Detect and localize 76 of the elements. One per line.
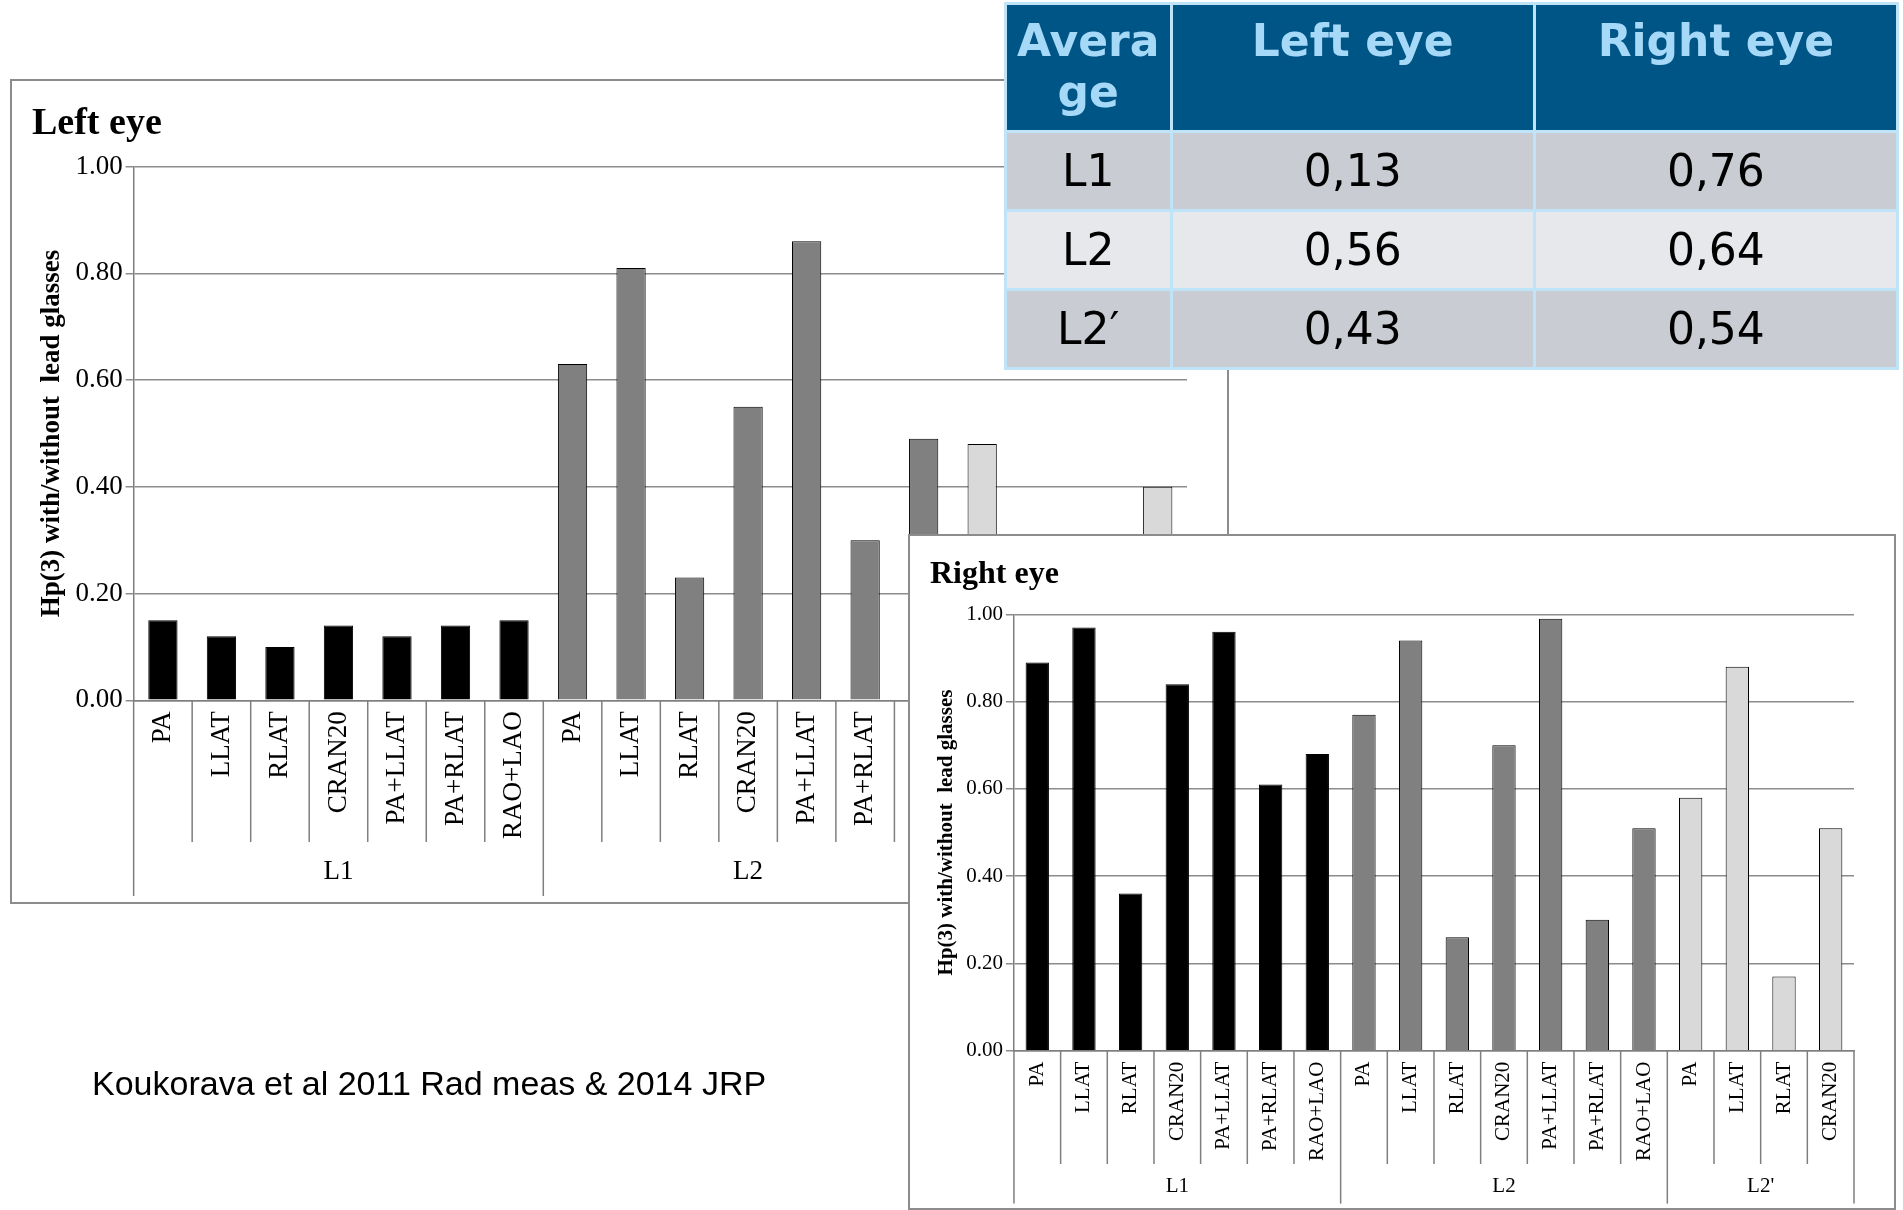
text: L2 — [1492, 1172, 1516, 1197]
data-label: 0,56 — [1171, 210, 1535, 290]
bar — [148, 620, 178, 700]
y-tick-label: 0.80 — [75, 256, 123, 287]
y-tick-label: 0.60 — [966, 775, 1003, 800]
y-tick-label: 1.00 — [75, 149, 123, 180]
data-label: 0,13 — [1171, 131, 1535, 211]
text: L1 — [1165, 1172, 1189, 1197]
x-tick-label: PA — [146, 710, 176, 744]
y-tick-label: L2 — [1005, 210, 1172, 290]
x-tick-label: CRAN20 — [321, 711, 352, 814]
x-tick-label: CRAN20 — [731, 711, 762, 814]
bar — [323, 625, 354, 700]
bar — [499, 620, 529, 700]
y-tick-label: 0.00 — [75, 683, 123, 714]
bar — [1212, 631, 1236, 1050]
bar — [1165, 684, 1189, 1050]
x-tick-label: LLAT — [614, 710, 645, 778]
x-tick-label: PA — [1677, 1060, 1702, 1087]
x-tick-label: RLAT — [1443, 1061, 1468, 1115]
y-axis-title: Hp(3) with/without lead glasses — [933, 689, 958, 976]
x-tick-label: PA — [555, 710, 586, 744]
bar — [1118, 893, 1143, 1050]
x-tick-label: LLAT — [1070, 1061, 1095, 1113]
text: Koukorava et al 2011 Rad meas & 2014 JRP — [92, 1064, 767, 1103]
text: L1 — [323, 855, 354, 886]
text: L2' — [1747, 1172, 1775, 1197]
x-tick-label: PA+RLAT — [438, 710, 469, 827]
y-tick-label: 0.40 — [75, 469, 123, 500]
y-tick-label: 0.80 — [966, 688, 1003, 713]
bar — [440, 625, 471, 700]
y-tick-label: 0.20 — [966, 949, 1003, 974]
x-tick-label: PA — [1350, 1060, 1375, 1087]
data-label: 0,76 — [1534, 131, 1898, 211]
y-axis-title: Hp(3) with/without lead glasses — [35, 249, 66, 618]
y-tick-label: 1.00 — [966, 600, 1003, 625]
bar — [382, 636, 412, 700]
x-tick-label: RAO+LAO — [1630, 1061, 1655, 1161]
text: L2 — [733, 855, 764, 886]
x-tick-label: PA+LLAT — [1210, 1061, 1235, 1150]
data-label: 0,43 — [1171, 289, 1535, 369]
x-tick-label: PA+RLAT — [1257, 1061, 1282, 1151]
x-tick-label: CRAN20 — [1817, 1061, 1842, 1142]
y-tick-label: 0.20 — [75, 576, 123, 607]
x-tick-label: RLAT — [263, 710, 294, 779]
x-tick-label: RLAT — [1117, 1061, 1142, 1115]
x-tick-label: PA — [1023, 1060, 1048, 1087]
y-tick-label: 0.00 — [966, 1037, 1003, 1062]
x-tick-label: PA+LLAT — [789, 710, 820, 825]
x-tick-label: CRAN20 — [1163, 1061, 1188, 1142]
bar — [1305, 754, 1329, 1050]
x-tick-label: RLAT — [672, 710, 703, 779]
x-tick-label: RAO+LAO — [497, 711, 528, 840]
data-label: 0,64 — [1534, 210, 1898, 290]
bar — [1258, 784, 1283, 1050]
x-tick-label: PA+LLAT — [380, 710, 411, 825]
bar — [1025, 662, 1049, 1050]
x-tick-label: LLAT — [1397, 1061, 1422, 1113]
bar — [265, 646, 295, 700]
x-tick-label: CRAN20 — [1490, 1061, 1515, 1142]
chart-title: Right eye — [930, 554, 1059, 591]
y-tick-label: L2′ — [1005, 289, 1172, 369]
bar — [206, 636, 237, 700]
y-tick-label: 0.60 — [75, 363, 123, 394]
x-tick-label: PA+RLAT — [848, 710, 879, 827]
y-tick-label: 0.40 — [966, 862, 1003, 887]
bar — [1072, 627, 1096, 1050]
y-tick-label: L1 — [1005, 131, 1172, 211]
y-axis-title: Average — [1005, 3, 1172, 132]
x-tick-label: RAO+LAO — [1303, 1061, 1328, 1161]
x-tick-label: LLAT — [204, 710, 235, 778]
x-tick-label: PA+RLAT — [1583, 1061, 1608, 1151]
x-tick-label: LLAT — [1723, 1061, 1748, 1113]
x-tick-label: RLAT — [1770, 1061, 1795, 1115]
data-label: 0,54 — [1534, 289, 1898, 369]
x-tick-label: PA+LLAT — [1537, 1061, 1562, 1150]
